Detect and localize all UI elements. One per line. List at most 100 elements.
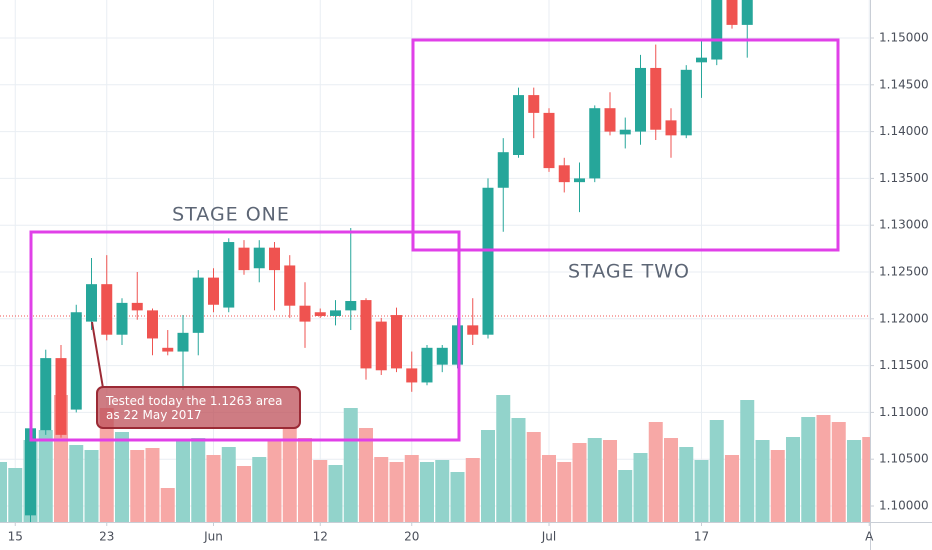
candle-body <box>421 347 433 383</box>
volume-bar <box>404 455 419 522</box>
callout-pointer <box>91 321 104 389</box>
candle-body <box>131 302 143 311</box>
candle-body <box>635 67 646 132</box>
candle-body <box>467 325 479 335</box>
x-tick-label: 12 <box>313 530 328 544</box>
y-tick-label: 1.11000 <box>879 405 929 419</box>
volume-bar <box>755 440 770 522</box>
candle-body <box>25 428 36 516</box>
candle-body <box>360 300 372 369</box>
volume-bar <box>694 460 709 522</box>
candle-body <box>162 347 174 352</box>
x-tick-label: 20 <box>404 530 419 544</box>
candle-body <box>299 305 311 322</box>
volume-bar <box>145 448 160 522</box>
volume-bar <box>847 440 861 522</box>
candle-body <box>70 312 82 410</box>
volume-bar <box>115 432 129 522</box>
volume-bar <box>237 466 251 522</box>
candle-body <box>665 120 677 136</box>
candle-body <box>680 69 692 136</box>
candle-body <box>741 0 753 25</box>
candle-body <box>711 0 723 60</box>
volume-bar <box>862 437 870 522</box>
y-tick-label: 1.10500 <box>879 452 929 466</box>
volume-bar <box>130 450 145 522</box>
volume-bar <box>435 460 450 522</box>
candle-body <box>101 284 113 335</box>
candle-body <box>604 108 616 132</box>
x-tick-label: 23 <box>99 530 114 544</box>
stage-two-label: STAGE TWO <box>568 261 690 283</box>
volume-bar <box>176 440 190 522</box>
volume-bar <box>328 465 343 522</box>
callout-text: as 22 May 2017 <box>106 408 202 422</box>
candle-body <box>696 57 707 63</box>
y-tick-label: 1.12500 <box>879 264 929 278</box>
volume-bar <box>572 443 587 522</box>
x-tick-label: 17 <box>694 530 709 544</box>
y-tick-label: 1.14000 <box>879 124 929 138</box>
candle-body <box>177 332 189 352</box>
volume-bar <box>526 432 541 522</box>
candle-body <box>650 67 662 130</box>
volume-bar <box>8 468 23 522</box>
volume-bar <box>465 458 480 522</box>
candle-body <box>406 368 418 383</box>
volume-bar <box>496 395 511 522</box>
volume-bar <box>221 447 236 522</box>
candle-body <box>482 187 494 335</box>
volume-bar <box>725 455 739 522</box>
volume-bar <box>359 428 373 522</box>
plot-area <box>0 0 870 522</box>
candle-body <box>208 277 219 305</box>
stage-one-label: STAGE ONE <box>172 204 290 226</box>
candle-body <box>528 95 540 113</box>
volume-bar <box>0 462 7 522</box>
candle-body <box>543 112 555 169</box>
volume-bar <box>542 455 556 522</box>
volume-bar <box>481 430 495 522</box>
grid <box>0 0 870 522</box>
volume-bar <box>679 447 694 522</box>
candle-body <box>330 310 341 316</box>
volume-bar <box>801 417 816 522</box>
volume-bar <box>343 408 358 522</box>
stage-one-box <box>29 230 461 442</box>
candle-body <box>589 108 601 179</box>
y-tick-label: 1.13500 <box>879 171 929 185</box>
callout-text: Tested today the 1.1263 area <box>105 394 282 408</box>
volume-bar <box>38 430 53 522</box>
volume-bar <box>252 457 267 522</box>
x-tick-label: A <box>865 530 874 544</box>
volume-bar <box>313 460 328 522</box>
candle-body <box>314 312 326 316</box>
volume-bar <box>786 437 800 522</box>
y-tick-label: 1.14500 <box>879 77 929 91</box>
x-tick-label: Jul <box>541 530 556 544</box>
volume-bar <box>69 445 84 522</box>
candle-body <box>391 315 402 369</box>
volume-bar <box>420 462 434 522</box>
callout-box <box>96 386 301 429</box>
candle-body <box>223 242 235 308</box>
candle-body <box>284 265 296 306</box>
volume-bar <box>282 428 297 522</box>
candle-body <box>345 301 357 311</box>
volume-bar <box>557 462 572 522</box>
stage-two-box <box>411 38 840 252</box>
y-tick-label: 1.13000 <box>879 218 929 232</box>
candle-body <box>269 247 280 271</box>
volume-bar <box>99 408 114 522</box>
candle-body <box>238 247 250 271</box>
candle-body <box>375 321 387 371</box>
volume-bar <box>191 438 206 522</box>
volume-bar <box>618 470 633 522</box>
volume-bar <box>633 453 648 522</box>
y-tick-label: 1.11500 <box>879 358 929 372</box>
volume-bar <box>160 488 175 522</box>
volume-bar <box>770 450 785 522</box>
volume-bar <box>740 400 755 522</box>
volume-bar <box>450 472 465 522</box>
